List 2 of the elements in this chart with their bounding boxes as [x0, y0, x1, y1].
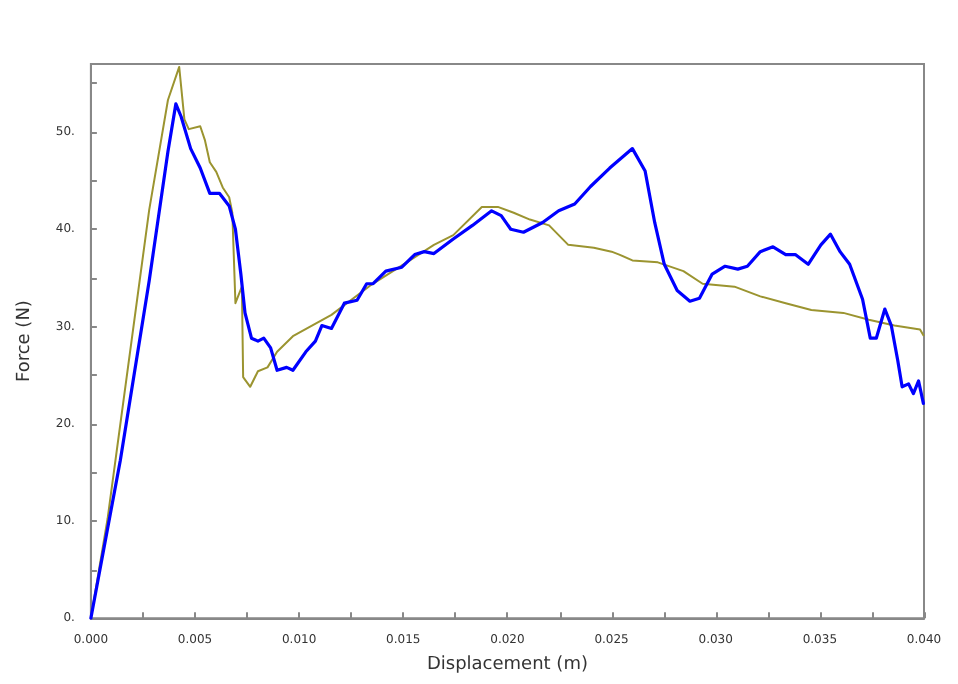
x-axis-title: Displacement (m) — [426, 655, 588, 675]
y-axis-title: Force (N) — [15, 300, 35, 383]
